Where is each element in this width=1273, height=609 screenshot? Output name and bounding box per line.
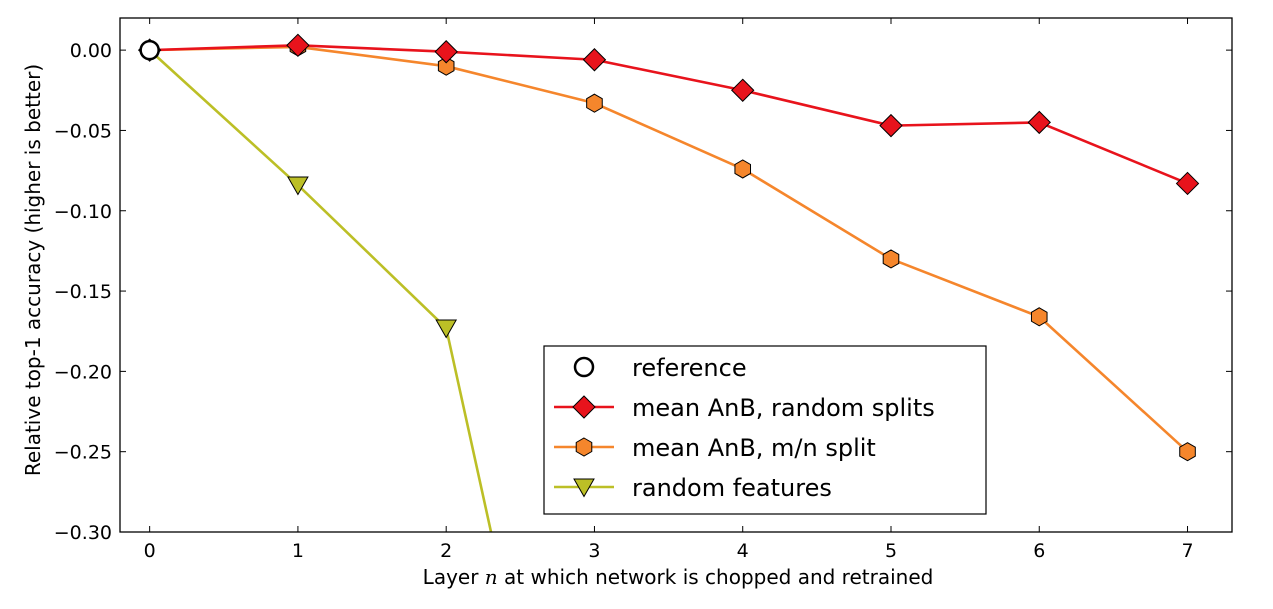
- legend-label: mean AnB, m/n split: [632, 434, 876, 462]
- data-point: [582, 48, 607, 72]
- x-tick-label: 6: [1033, 540, 1045, 562]
- y-tick-label: −0.15: [54, 281, 112, 303]
- series-line: [148, 49, 493, 532]
- plot-area: [137, 33, 1200, 532]
- legend-marker: [573, 356, 595, 378]
- x-axis-label-var: n: [485, 565, 498, 589]
- y-axis-label: Relative top-1 accuracy (higher is bette…: [21, 64, 45, 476]
- y-tick-label: −0.25: [54, 442, 112, 464]
- y-tick-label: 0.00: [70, 40, 112, 62]
- x-axis-label-before: Layer: [423, 565, 485, 589]
- legend-marker: [573, 478, 595, 498]
- y-tick-label: −0.30: [54, 522, 112, 544]
- legend-label: reference: [632, 354, 747, 382]
- series-line: [149, 45, 1189, 453]
- y-tick-label: −0.05: [54, 120, 112, 142]
- axis-ticks: 0 1 2 3 4 5 6 7 0.00 −0.05 −0.10 −0.15 −0.20 −0.25 −0.…: [54, 18, 1232, 562]
- data-point: [734, 159, 752, 179]
- legend-label: random features: [632, 474, 832, 502]
- series-lines: [148, 44, 1189, 532]
- plot-frame: [119, 17, 1233, 533]
- data-point: [437, 56, 455, 76]
- legend-marker: [575, 437, 593, 457]
- data-point: [434, 40, 458, 64]
- legend-entry: mean AnB, random splits: [554, 394, 935, 422]
- x-tick-label: 3: [588, 540, 600, 562]
- x-tick-label: 0: [144, 540, 156, 562]
- data-point: [139, 39, 160, 61]
- x-tick-label: 7: [1181, 540, 1193, 562]
- data-point: [287, 176, 309, 196]
- data-point: [1027, 110, 1051, 135]
- y-tick-label: −0.20: [54, 361, 112, 383]
- legend: reference mean AnB, random splits mean AnB…: [543, 345, 987, 515]
- legend-box: [543, 345, 987, 515]
- legend-label: mean AnB, random splits: [632, 394, 935, 422]
- legend-entry: mean AnB, m/n split: [554, 434, 876, 462]
- data-point: [435, 319, 458, 339]
- x-tick-label: 2: [440, 540, 452, 562]
- legend-entry: random features: [554, 474, 832, 502]
- series-line: [149, 44, 1189, 185]
- data-point: [586, 93, 603, 113]
- x-tick-label: 1: [292, 540, 304, 562]
- legend-entry: reference: [573, 354, 747, 382]
- x-tick-label: 4: [737, 540, 749, 562]
- data-point: [731, 78, 755, 102]
- data-point: [1179, 442, 1196, 462]
- data-point: [1030, 307, 1048, 327]
- legend-marker: [572, 395, 596, 419]
- data-point: [879, 113, 903, 138]
- series-markers: [137, 33, 1200, 462]
- data-point: [286, 33, 310, 58]
- x-tick-label: 5: [885, 540, 897, 562]
- data-point: [882, 249, 900, 269]
- y-tick-label: −0.10: [54, 201, 112, 223]
- x-axis-label: Layer n at which network is chopped and …: [423, 565, 934, 589]
- x-axis-label-after: at which network is chopped and retraine…: [498, 565, 934, 589]
- data-point: [1175, 171, 1200, 196]
